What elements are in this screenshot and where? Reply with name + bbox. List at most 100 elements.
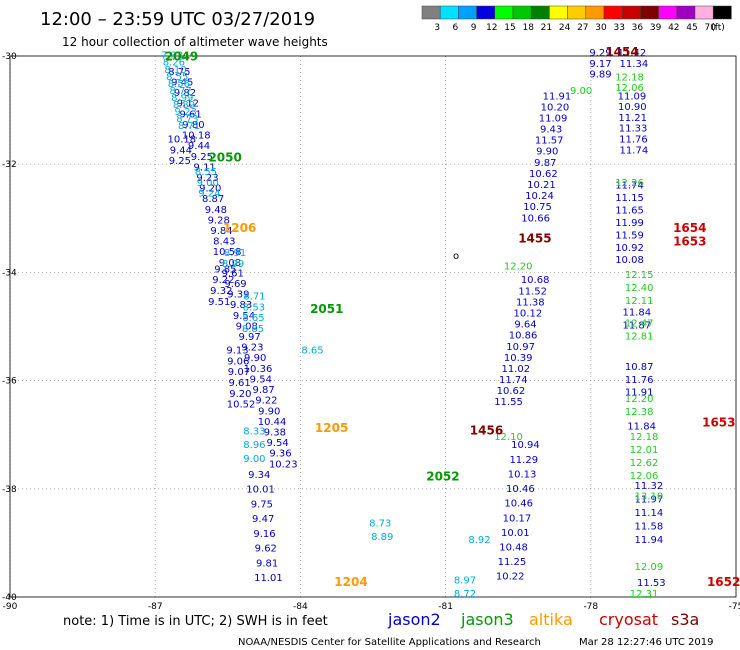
wave-height-value: 9.54	[233, 311, 255, 322]
satellite-s3a: s3a	[671, 610, 699, 629]
wave-height-value: 9.00	[197, 178, 219, 189]
y-tick-label: -38	[2, 485, 17, 495]
wave-height-value: 12.18	[615, 72, 644, 83]
wave-height-value: 9.54	[250, 374, 272, 385]
wave-height-value: 9.85	[214, 264, 236, 275]
wave-height-value: 8.85	[242, 324, 264, 335]
wave-height-value: 9.13	[226, 346, 248, 357]
x-tick-label: -81	[438, 602, 453, 612]
wave-height-value: 9.22	[212, 275, 234, 286]
wave-height-value: 11.74	[620, 145, 649, 156]
colorbar-bin	[476, 5, 496, 20]
colorbar-label: 6	[453, 23, 459, 33]
wave-height-value: 10.39	[504, 353, 533, 364]
wave-height-value: 9.38	[264, 427, 286, 438]
wave-height-value: 9.87	[252, 385, 274, 396]
wave-height-value: 11.99	[615, 218, 644, 229]
colorbar-label: 24	[559, 23, 571, 33]
wave-height-value: 9.23	[241, 343, 263, 354]
satellite-jason3: jason3	[460, 610, 514, 629]
wave-height-value: 11.57	[535, 136, 564, 147]
wave-height-value: 9.97	[238, 332, 260, 343]
colorbar-bin	[421, 5, 441, 20]
wave-height-value: 12.31	[630, 589, 659, 600]
wave-height-value: 10.18	[167, 135, 196, 146]
wave-height-value: 8.26	[163, 58, 185, 69]
wave-height-value: 12.81	[625, 331, 654, 342]
y-tick-label: -40	[2, 593, 17, 603]
wave-height-value: 9.00	[243, 454, 265, 465]
colorbar-label: 33	[613, 23, 624, 33]
wave-height-value: 12.10	[494, 432, 523, 443]
wave-height-value: 12.15	[625, 270, 654, 281]
wave-height-value: 11.74	[615, 181, 644, 192]
chart-title: 12:00 – 23:59 UTC 03/27/2019	[40, 9, 315, 30]
wave-height-value: 11.34	[620, 59, 649, 70]
agency-credit: NOAA/NESDIS Center for Satellite Applica…	[238, 637, 541, 648]
wave-height-value: 10.62	[497, 386, 526, 397]
wave-height-value: 11.84	[627, 421, 656, 432]
wave-height-value: 9.61	[222, 268, 244, 279]
wave-height-value: 8.55	[195, 167, 217, 178]
wave-height-value: 11.59	[615, 230, 644, 241]
wave-height-value: 9.62	[255, 544, 277, 555]
wave-height-value: 11.01	[254, 573, 283, 584]
wave-height-value: 11.97	[635, 494, 664, 505]
wave-height-value: 10.46	[506, 484, 535, 495]
wave-height-value: 9.08	[219, 258, 241, 269]
wave-height-value: 9.00	[570, 86, 592, 97]
colorbar-label: 18	[522, 23, 534, 33]
wave-height-value: 10.58	[213, 247, 242, 258]
wave-height-value: 12.20	[504, 262, 533, 273]
colorbar-label: 36	[632, 23, 644, 33]
colorbar-label: 15	[504, 23, 515, 33]
wave-height-value: 10.36	[244, 364, 273, 375]
wave-height-value: 9.51	[208, 297, 230, 308]
colorbar-label: 42	[668, 23, 679, 33]
wave-height-value: 8.65	[242, 313, 264, 324]
wave-height-value: 8.43	[213, 237, 235, 248]
wave-height-value: 11.91	[543, 91, 572, 102]
wave-height-value: 11.09	[618, 91, 647, 102]
wave-height-value: 9.80	[182, 120, 204, 131]
wave-height-value: 9.16	[253, 529, 275, 540]
wave-height-value: 9.34	[248, 470, 270, 481]
wave-height-value: 9.32	[210, 286, 232, 297]
colorbar-label: 39	[650, 23, 662, 33]
wave-height-value: 9.22	[255, 396, 277, 407]
wave-height-value: 10.75	[523, 202, 552, 213]
wave-height-value: 11.29	[509, 455, 538, 466]
pass-number-label: 2049	[165, 49, 198, 63]
wave-height-value: 9.83	[230, 300, 252, 311]
wave-height-values: 8.759.459.829.129.619.8010.189.449.259.1…	[161, 48, 666, 600]
satellite-altika: altika	[529, 610, 573, 629]
wave-height-value: 9.82	[174, 88, 196, 99]
wave-height-value: 12.38	[625, 407, 654, 418]
colorbar-bin	[530, 5, 550, 20]
wave-height-value: 10.21	[527, 180, 556, 191]
wave-height-value: 12.47	[625, 319, 654, 330]
wave-height-value: 9.84	[210, 226, 232, 237]
colorbar-bin	[676, 5, 696, 20]
plot-frame	[9, 55, 737, 598]
chart-subtitle: 12 hour collection of altimeter wave hei…	[62, 35, 328, 49]
wave-height-value: 11.58	[635, 521, 664, 532]
pass-number-label: 1455	[518, 232, 551, 246]
wave-height-value: 8.87	[202, 194, 224, 205]
wave-height-value: 8.56	[168, 79, 190, 90]
wave-height-value: 11.87	[622, 321, 651, 332]
wave-height-value: 10.13	[508, 469, 537, 480]
colorbar-label: 12	[486, 23, 497, 33]
wave-height-value: 9.54	[267, 438, 289, 449]
wave-height-value: 8.89	[173, 100, 195, 111]
wave-height-value: 10.24	[525, 191, 554, 202]
colorbar-bin	[603, 5, 623, 20]
x-tick-label: -87	[148, 602, 163, 612]
wave-height-value: 11.94	[635, 535, 664, 546]
x-tick-label: -84	[293, 602, 308, 612]
wave-height-value: 11.42	[618, 48, 647, 59]
wave-height-value: 11.53	[637, 578, 666, 589]
wave-height-value: 9.89	[589, 70, 611, 81]
wave-height-value: 9.43	[540, 125, 562, 136]
